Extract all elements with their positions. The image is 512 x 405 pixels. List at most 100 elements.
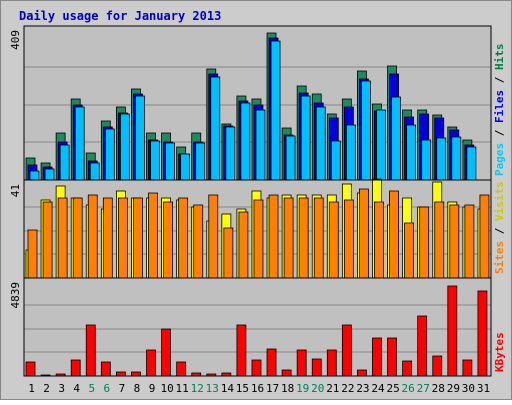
bar-pages-day-27	[421, 139, 432, 181]
bar-pages-day-30	[466, 146, 477, 181]
bar-sites-day-21	[328, 201, 339, 279]
legend-entry-visits-sites-2: Visits	[493, 181, 506, 221]
y-max-label-kbytes: 4839	[9, 282, 22, 309]
bar-pages-day-22	[345, 124, 356, 181]
bar-sites-day-28	[434, 201, 445, 279]
x-tick-label-day-2: 2	[43, 382, 50, 395]
chart-title: Daily usage for January 2013	[19, 9, 221, 23]
legend-entry-kbytes-0: KBytes	[493, 332, 506, 372]
bar-kbytes-day-4	[70, 359, 81, 377]
bar-kbytes-day-17	[266, 348, 277, 377]
bar-sites-day-19	[298, 197, 309, 279]
x-tick-label-day-28: 28	[432, 382, 445, 395]
x-tick-label-day-6: 6	[104, 382, 111, 395]
bar-kbytes-day-16	[251, 359, 262, 377]
bar-sites-day-4	[72, 197, 83, 279]
panel-border-kbytes	[23, 277, 492, 377]
x-tick-label-day-5: 5	[88, 382, 95, 395]
x-tick-label-day-11: 11	[176, 382, 189, 395]
legend-entry-visits-sites-0: Sites	[493, 241, 506, 274]
bar-sites-day-16	[253, 199, 264, 279]
legend-entry-hits-files-pages-0: Pages	[493, 143, 506, 176]
bar-pages-day-18	[285, 135, 296, 181]
bar-pages-day-26	[406, 124, 417, 181]
x-tick-label-day-12: 12	[191, 382, 204, 395]
bar-sites-day-26	[404, 222, 415, 279]
bar-pages-day-20	[315, 106, 326, 181]
bar-kbytes-day-1	[25, 361, 36, 377]
bar-sites-day-7	[117, 197, 128, 279]
legend-visits-sites: Sites / Visits	[493, 181, 506, 274]
bar-kbytes-day-26	[402, 360, 413, 377]
bar-pages-day-29	[451, 136, 462, 181]
x-tick-label-day-14: 14	[221, 382, 235, 395]
bar-sites-day-23	[359, 188, 369, 279]
bar-sites-day-6	[102, 197, 113, 279]
bar-kbytes-day-24	[372, 337, 382, 377]
bar-sites-day-22	[343, 199, 354, 279]
bar-kbytes-day-20	[311, 358, 322, 377]
bar-pages-day-12	[195, 142, 206, 181]
bar-pages-day-8	[135, 95, 145, 181]
x-tick-label-day-24: 24	[371, 382, 385, 395]
x-tick-label-day-16: 16	[251, 382, 264, 395]
bar-pages-day-19	[300, 95, 311, 181]
bar-pages-day-13	[210, 76, 221, 181]
bar-sites-day-24	[374, 201, 384, 279]
bar-kbytes-day-27	[417, 315, 428, 377]
bar-pages-day-2	[44, 168, 55, 181]
bar-pages-day-10	[165, 142, 175, 181]
bar-sites-day-17	[268, 194, 279, 279]
legend-entry-hits-files-pages-3: /	[493, 70, 506, 90]
bar-pages-day-11	[180, 153, 191, 181]
bar-kbytes-day-21	[326, 349, 337, 377]
bar-pages-day-4	[74, 106, 85, 181]
bar-pages-day-5	[89, 162, 100, 181]
x-tick-label-day-27: 27	[417, 382, 430, 395]
x-tick-label-day-19: 19	[296, 382, 309, 395]
x-tick-label-day-8: 8	[134, 382, 141, 395]
x-tick-label-day-29: 29	[447, 382, 460, 395]
bar-sites-day-25	[389, 190, 399, 279]
legend-entry-hits-files-pages-1: /	[493, 123, 506, 143]
x-tick-label-day-3: 3	[58, 382, 65, 395]
x-tick-label-day-15: 15	[236, 382, 249, 395]
bar-kbytes-day-23	[357, 369, 367, 377]
bar-sites-day-15	[238, 211, 249, 279]
bar-kbytes-day-29	[447, 285, 458, 377]
y-max-label-visits-sites: 41	[9, 184, 22, 197]
bar-sites-day-11	[178, 197, 189, 279]
bar-pages-day-17	[270, 40, 281, 181]
x-tick-label-day-13: 13	[206, 382, 219, 395]
bar-kbytes-day-5	[85, 324, 96, 377]
bar-kbytes-day-15	[236, 324, 247, 377]
bar-pages-day-9	[150, 140, 160, 181]
x-tick-label-day-7: 7	[119, 382, 126, 395]
x-tick-label-day-1: 1	[28, 382, 35, 395]
x-tick-label-day-9: 9	[149, 382, 156, 395]
bar-kbytes-day-30	[462, 359, 473, 377]
legend-kbytes: KBytes	[493, 332, 506, 372]
bar-kbytes-day-28	[432, 355, 443, 377]
x-tick-label-day-22: 22	[341, 382, 354, 395]
bar-sites-day-20	[313, 197, 324, 279]
bar-sites-day-14	[223, 227, 234, 279]
legend-entry-hits-files-pages-2: Files	[493, 90, 506, 123]
x-tick-label-day-26: 26	[402, 382, 415, 395]
bar-sites-day-29	[449, 204, 460, 279]
x-tick-label-day-31: 31	[477, 382, 490, 395]
bar-kbytes-day-25	[387, 337, 397, 377]
bar-pages-day-25	[391, 96, 401, 181]
legend-hits-files-pages: Pages / Files / Hits	[493, 44, 506, 177]
x-tick-label-day-30: 30	[462, 382, 475, 395]
legend-entry-visits-sites-1: /	[493, 221, 506, 241]
bar-sites-day-18	[283, 197, 294, 279]
bar-sites-day-3	[57, 197, 68, 279]
bar-pages-day-6	[104, 128, 115, 181]
x-tick-label-day-20: 20	[311, 382, 324, 395]
bar-pages-day-23	[361, 80, 371, 181]
bar-kbytes-day-18	[281, 369, 292, 377]
bar-kbytes-day-6	[100, 361, 111, 377]
